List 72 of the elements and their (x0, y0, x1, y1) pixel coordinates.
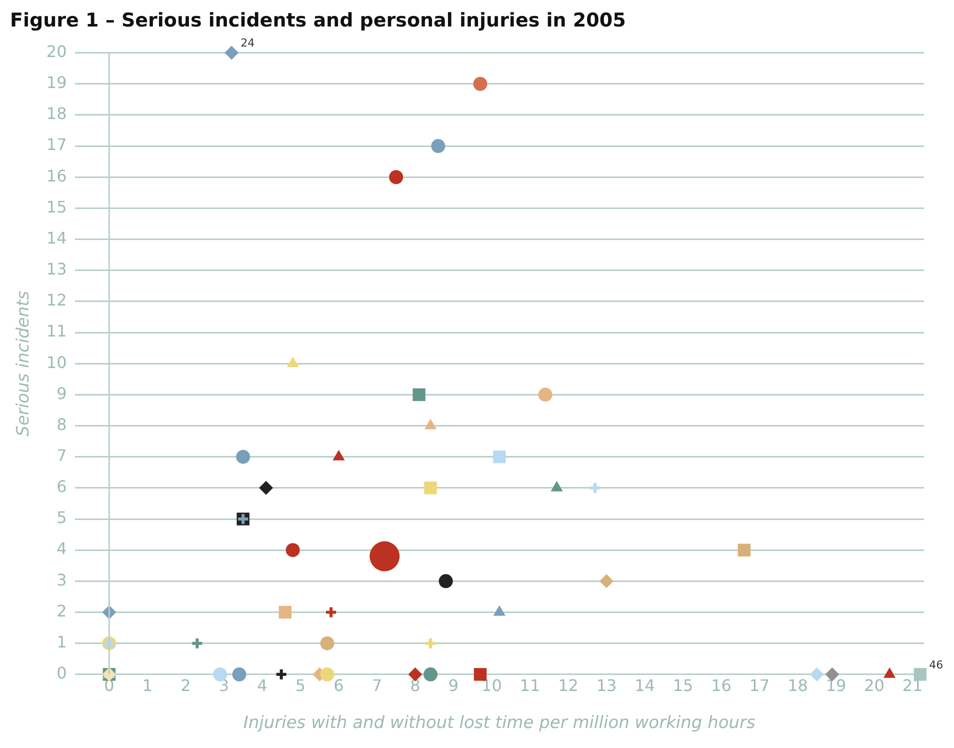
y-tick-label: 13 (46, 260, 67, 279)
x-tick-label: 5 (295, 676, 306, 696)
y-tick-label: 8 (56, 414, 67, 434)
x-tick-label: 14 (634, 676, 655, 696)
point (274, 668, 288, 681)
point (431, 139, 446, 154)
y-tick-label: 17 (46, 135, 67, 154)
point (538, 388, 552, 402)
y-tick-label: 5 (56, 508, 67, 528)
point (810, 667, 824, 682)
point (473, 76, 488, 91)
y-tick-label: 9 (56, 384, 67, 403)
y-tick-label: 12 (46, 290, 67, 310)
y-tick-label: 10 (46, 352, 67, 372)
y-axis-title: Serious incidents (14, 290, 34, 436)
point (408, 667, 422, 682)
y-tick-label: 2 (56, 601, 67, 620)
y-tick-label: 11 (46, 322, 67, 341)
y-tick-label: 14 (46, 228, 67, 248)
y-tick-label: 4 (56, 539, 67, 558)
x-tick-label: 4 (257, 676, 268, 696)
chart-title: Figure 1 – Serious incidents and personal injuries in 2005 (10, 9, 626, 32)
annotation: 24 (240, 36, 255, 50)
point (914, 668, 927, 681)
point (232, 667, 246, 682)
point (320, 636, 334, 650)
point (599, 574, 614, 588)
y-tick-label: 20 (46, 42, 67, 61)
annotation: 46 (929, 658, 944, 672)
x-tick-label: 2 (180, 676, 191, 696)
point (493, 450, 506, 464)
x-tick-label: 7 (372, 676, 382, 696)
y-tick-label: 3 (56, 570, 67, 590)
x-tick-label: 9 (448, 676, 459, 696)
x-tick-label: 18 (788, 676, 808, 696)
y-tick-label: 1 (56, 632, 67, 652)
x-tick-label: 15 (672, 676, 694, 696)
y-tick-label: 18 (46, 104, 67, 124)
x-axis-title: Injuries with and without lost time per million working hours (243, 713, 756, 734)
x-tick-label: 16 (711, 676, 732, 696)
point (424, 482, 437, 494)
x-tick-label: 17 (749, 676, 770, 696)
point (474, 668, 487, 681)
y-tick-label: 15 (46, 197, 67, 216)
x-tick-label: 6 (334, 676, 344, 696)
point (320, 667, 334, 682)
x-tick-label: 19 (826, 676, 846, 696)
point (389, 170, 404, 184)
point (438, 574, 453, 588)
point (224, 46, 239, 60)
y-tick-label: 0 (56, 664, 67, 683)
point (278, 606, 292, 619)
y-tick-label: 19 (46, 73, 67, 92)
y-tick-label: 6 (56, 477, 67, 496)
point (190, 636, 204, 650)
point (259, 480, 274, 495)
point (236, 450, 250, 464)
point (324, 606, 338, 619)
x-tick-label: 12 (558, 676, 578, 696)
x-tick-label: 10 (482, 676, 502, 696)
x-tick-label: 13 (596, 676, 617, 696)
y-tick-label: 7 (56, 446, 67, 465)
x-tick-label: 1 (142, 676, 153, 696)
x-tick-label: 20 (864, 676, 884, 696)
point (424, 636, 438, 650)
x-tick-label: 11 (520, 676, 540, 696)
y-tick-label: 16 (46, 166, 67, 186)
point (412, 388, 426, 402)
point (424, 667, 438, 682)
point (588, 481, 602, 494)
point (286, 543, 300, 558)
point (738, 544, 751, 556)
